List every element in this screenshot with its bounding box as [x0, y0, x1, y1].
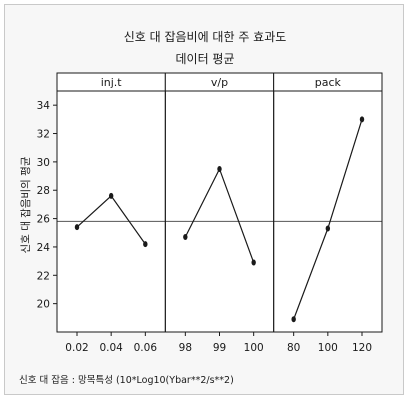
x-tick-label: 99 — [213, 342, 226, 354]
data-point — [325, 225, 331, 232]
data-point — [291, 316, 296, 323]
chart-footnote: 신호 대 잡음 : 망목특성 (10*Log10(Ybar**2/s**2) — [19, 374, 234, 386]
main-effects-plot: 신호 대 잡음비에 대한 주 효과도 데이터 평균 신호 대 잡음비의 평균 신… — [19, 30, 383, 386]
panel-strip-label: v/p — [211, 76, 228, 89]
plot-background — [57, 73, 382, 332]
chart-subtitle: 데이터 평균 — [175, 52, 234, 66]
data-point — [359, 116, 365, 123]
y-tick-label: 30 — [37, 157, 50, 169]
x-tick-label: 120 — [352, 342, 372, 354]
data-point — [217, 165, 222, 172]
y-tick-label: 22 — [37, 270, 50, 282]
chart-title: 신호 대 잡음비에 대한 주 효과도 — [124, 30, 287, 44]
y-tick-label: 20 — [37, 299, 50, 311]
x-tick-label: 0.04 — [99, 342, 123, 354]
y-tick-label: 28 — [37, 185, 50, 197]
y-tick-label: 32 — [37, 129, 50, 141]
x-tick-label: 0.06 — [134, 342, 158, 354]
panel-strip-label: inj.t — [101, 76, 123, 89]
y-tick-label: 34 — [37, 100, 51, 112]
x-tick-label: 100 — [318, 342, 338, 354]
x-tick-label: 0.02 — [65, 342, 88, 354]
plot-area: 20 22 24 26 28 30 32 34 inj.t 0.02 0.04 0.06 v/p 98 99… — [37, 72, 383, 354]
data-point — [183, 234, 188, 241]
x-tick-label: 80 — [287, 342, 300, 354]
y-tick-label: 24 — [37, 242, 51, 254]
data-point — [74, 224, 80, 231]
x-tick-label: 100 — [244, 342, 264, 354]
data-point — [143, 241, 148, 248]
y-tick-label: 26 — [37, 214, 51, 226]
x-tick-label: 98 — [179, 342, 192, 354]
panel-strip-label: pack — [315, 76, 342, 89]
chart-frame: 신호 대 잡음비에 대한 주 효과도 데이터 평균 신호 대 잡음비의 평균 신… — [4, 4, 404, 395]
data-point — [251, 259, 256, 266]
y-axis-label: 신호 대 잡음비의 평균 — [20, 156, 32, 253]
data-point — [108, 192, 114, 199]
